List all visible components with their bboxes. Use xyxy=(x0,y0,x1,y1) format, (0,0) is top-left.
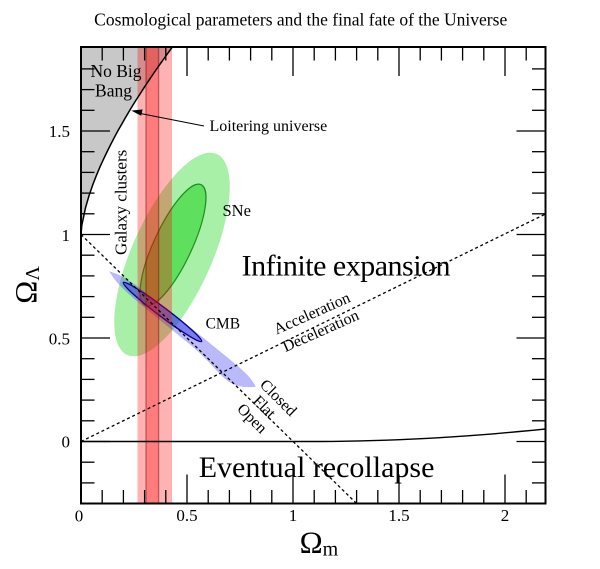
svg-text:2: 2 xyxy=(501,506,510,525)
svg-text:Ωm: Ωm xyxy=(300,525,339,561)
svg-text:1: 1 xyxy=(62,226,71,245)
svg-text:1.5: 1.5 xyxy=(388,506,409,525)
svg-text:0.5: 0.5 xyxy=(176,506,197,525)
svg-text:CMB: CMB xyxy=(206,316,240,333)
svg-text:Infinite expansion: Infinite expansion xyxy=(242,250,451,283)
svg-text:0: 0 xyxy=(62,433,71,452)
svg-text:Cosmological parameters and th: Cosmological parameters and the final fa… xyxy=(94,10,507,30)
svg-text:Galaxy clusters: Galaxy clusters xyxy=(112,150,131,255)
svg-text:Bang: Bang xyxy=(95,81,132,101)
svg-text:Eventual recollapse: Eventual recollapse xyxy=(199,451,435,484)
svg-text:SNe: SNe xyxy=(223,201,251,220)
svg-text:1: 1 xyxy=(289,506,298,525)
svg-text:0.5: 0.5 xyxy=(49,330,70,349)
svg-text:1.5: 1.5 xyxy=(49,122,70,141)
svg-text:Loitering universe: Loitering universe xyxy=(210,118,328,135)
svg-text:No Big: No Big xyxy=(90,61,141,81)
svg-text:0: 0 xyxy=(75,507,84,526)
